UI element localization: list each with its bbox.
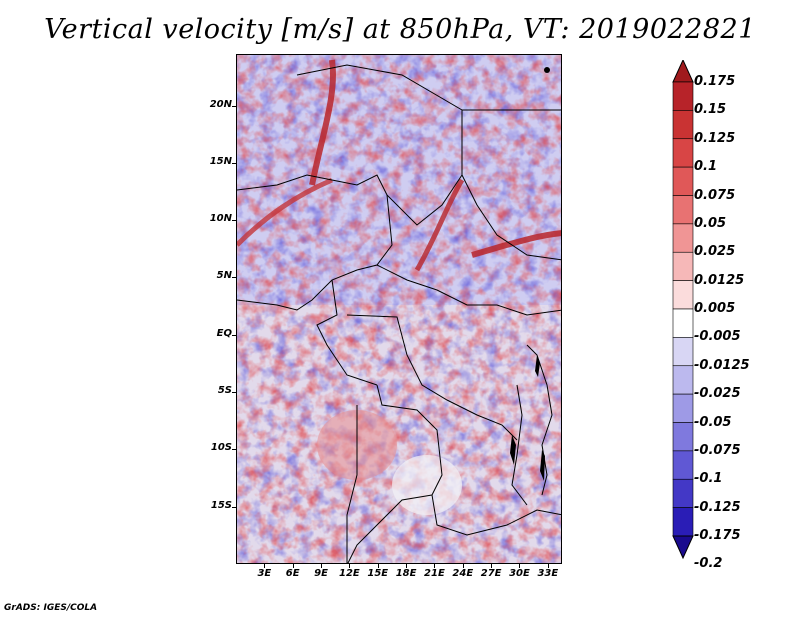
colorbar-swatch <box>672 337 694 367</box>
lat-tick-mark <box>232 334 236 336</box>
lon-tick-label: 9E <box>314 568 328 579</box>
ascent-band-east <box>471 230 561 258</box>
colorbar-label: 0.1 <box>694 159 718 175</box>
lat-tick-label: EQ <box>216 327 232 339</box>
colorbar-label: -0.05 <box>694 414 732 430</box>
lon-tick-mark <box>292 564 294 568</box>
colorbar-label: -0.2 <box>694 556 723 572</box>
lon-tick-mark <box>349 564 351 568</box>
colorbar-label: -0.1 <box>694 471 723 487</box>
lat-tick-mark <box>232 220 236 222</box>
colorbar-label: 0.005 <box>694 301 736 316</box>
lon-tick-label: 30E <box>509 568 530 579</box>
colorbar-top-arrow <box>672 60 694 83</box>
colorbar-label: -0.025 <box>694 386 741 402</box>
lon-tick-label: 18E <box>395 568 417 579</box>
colorbar-swatch <box>672 450 694 480</box>
colorbar-label: 0.175 <box>694 74 736 89</box>
lat-tick-mark <box>232 449 236 451</box>
lon-tick-mark <box>264 564 266 568</box>
colorbar-label: -0.175 <box>694 528 741 543</box>
colorbar-label: 0.025 <box>694 244 736 260</box>
lon-tick-mark <box>547 564 549 568</box>
lat-tick-mark <box>232 392 236 394</box>
colorbar-swatch <box>672 195 694 225</box>
colorbar-swatch <box>672 166 694 196</box>
lat-tick-label: 15N <box>209 155 232 167</box>
ascent-band-central <box>414 178 465 272</box>
neutral-patch <box>392 455 462 515</box>
colorbar-label: 0.15 <box>694 102 727 118</box>
lat-tick-label: 5N <box>216 270 232 282</box>
colorbar-swatch <box>672 393 694 423</box>
map-panel <box>236 54 562 564</box>
colorbar-swatch <box>672 223 694 253</box>
lat-tick-mark <box>232 105 236 107</box>
lon-tick-label: 33E <box>537 568 559 579</box>
velocity-field-map <box>237 55 561 563</box>
colorbar-label: 0.075 <box>694 187 736 203</box>
lon-tick-label: 21E <box>424 568 445 579</box>
lon-tick-mark <box>519 564 521 568</box>
lat-tick-mark <box>232 506 236 508</box>
lat-tick-label: 20N <box>209 98 232 110</box>
colorbar-label: -0.005 <box>694 329 741 345</box>
colorbar-swatch <box>672 507 694 537</box>
colorbar-label: 0.125 <box>694 130 736 146</box>
lakes <box>510 67 550 481</box>
ascent-band-west <box>237 177 333 247</box>
colorbar-swatch <box>672 308 694 338</box>
colorbar <box>672 60 694 560</box>
colorbar-label: -0.0125 <box>694 357 750 373</box>
lat-tick-label: 10N <box>209 213 232 225</box>
grads-credit: GrADS: IGES/COLA <box>4 603 98 613</box>
colorbar-swatch <box>672 138 694 168</box>
lon-tick-label: 6E <box>285 568 300 579</box>
lon-tick-mark <box>377 564 379 568</box>
lon-tick-mark <box>434 564 436 568</box>
lon-tick-mark <box>462 564 464 568</box>
chart-title: Vertical velocity [m/s] at 850hPa, VT: 2… <box>44 14 756 45</box>
colorbar-swatch <box>672 251 694 281</box>
lon-tick-label: 12E <box>339 568 360 579</box>
colorbar-label: -0.075 <box>694 442 741 458</box>
colorbar-label: 0.05 <box>694 215 727 231</box>
lon-tick-label: 15E <box>367 568 389 579</box>
colorbar-swatch <box>672 478 694 508</box>
lat-tick-label: 10S <box>210 442 232 454</box>
lon-tick-label: 24E <box>452 568 474 579</box>
colorbar-swatch <box>672 280 694 310</box>
lat-tick-mark <box>232 162 236 164</box>
colorbar-swatch <box>672 81 694 111</box>
colorbar-bottom-arrow <box>672 535 694 560</box>
colorbar-swatch <box>672 365 694 395</box>
lon-tick-mark <box>406 564 408 568</box>
ascent-band-north <box>309 59 336 186</box>
colorbar-swatch <box>672 110 694 140</box>
lon-tick-mark <box>321 564 323 568</box>
lon-tick-mark <box>491 564 493 568</box>
lat-tick-label: 5S <box>217 385 232 397</box>
lon-tick-label: 27E <box>480 568 502 579</box>
lat-tick-label: 15S <box>210 499 232 511</box>
lon-tick-label: 3E <box>257 568 272 579</box>
colorbar-swatch <box>672 422 694 452</box>
colorbar-label: 0.0125 <box>694 272 745 288</box>
colorbar-label: -0.125 <box>694 499 741 515</box>
lat-tick-mark <box>232 277 236 279</box>
